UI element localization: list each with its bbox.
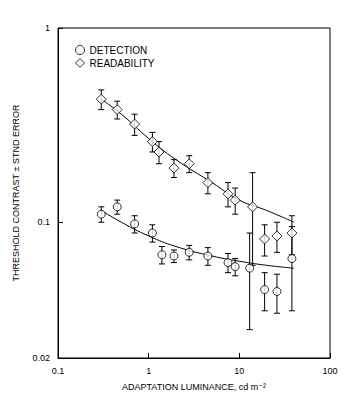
svg-text:1: 1: [146, 366, 151, 376]
svg-text:0.02: 0.02: [32, 353, 50, 363]
svg-text:1: 1: [45, 23, 50, 33]
svg-text:100: 100: [322, 366, 337, 376]
svg-text:READABILITY: READABILITY: [90, 58, 155, 69]
svg-text:0.1: 0.1: [37, 217, 50, 227]
svg-text:THRESHOLD CONTRAST ± STND ERRO: THRESHOLD CONTRAST ± STND ERROR: [11, 104, 21, 281]
svg-text:DETECTION: DETECTION: [90, 45, 148, 56]
svg-text:10: 10: [234, 366, 244, 376]
svg-text:ADAPTATION LUMINANCE, cd m⁻²: ADAPTATION LUMINANCE, cd m⁻²: [122, 382, 266, 392]
svg-text:0.1: 0.1: [52, 366, 65, 376]
